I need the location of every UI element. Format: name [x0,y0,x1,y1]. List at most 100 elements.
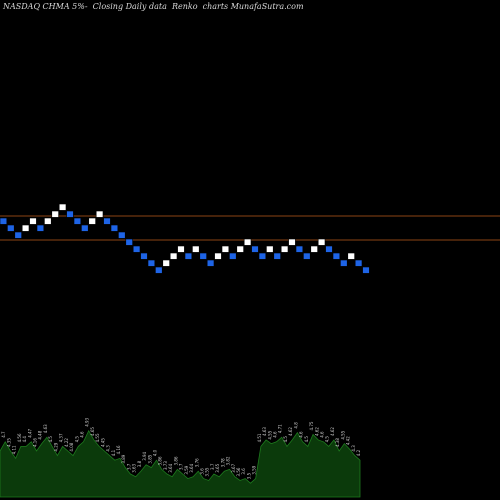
volume-label: 4.38 [335,438,340,447]
volume-label: 4.55 [95,433,100,442]
renko-brick-down [81,224,89,232]
volume-label: 4.65 [0,438,1,447]
renko-brick-up [236,245,244,253]
volume-label: 4.48 [38,430,43,439]
renko-brick-up [310,245,318,253]
volume-label: 4.6 [273,431,278,438]
renko-brick-up [214,252,222,260]
volume-label: 3.67 [231,463,236,472]
renko-brick-down [125,238,133,246]
renko-brick-down [206,259,215,267]
volume-label: 3.65 [215,463,220,472]
volume-label: 4.35 [6,438,11,447]
volume-label: 3.7 [210,463,215,470]
volume-label: 4.1 [111,449,116,456]
renko-brick-down [354,259,363,267]
volume-label: 4.6 [299,431,304,438]
renko-brick-up [280,245,289,253]
volume-label: 4.63 [43,424,48,433]
volume-label: 4.3 [351,445,356,452]
volume-label: 4.8 [293,422,298,429]
volume-label: 4.65 [90,427,95,436]
volume-label: 3.59 [252,465,257,474]
renko-brick-down [14,231,22,239]
renko-brick-down [0,217,8,225]
volume-label: 4.55 [340,430,345,439]
volume-label: 4.16 [116,445,121,454]
renko-brick-down [184,252,193,260]
renko-brick-up [317,238,326,246]
volume-label: 4.5 [304,436,309,443]
volume-label: 4.6 [79,431,84,438]
renko-brick-down [303,252,311,260]
volume-label: 4.42 [346,436,351,445]
renko-brick-up [221,245,230,253]
volume-label: 3.64 [168,463,173,472]
volume-label: 3.7 [179,463,184,470]
renko-brick-up [51,210,59,218]
volume-label: 4.5 [325,436,330,443]
renko-brick-down [251,245,259,253]
volume-label: 4.56 [17,433,22,442]
volume-label: 3.6 [241,468,246,475]
volume-label: 4.75 [309,421,314,430]
renko-brick-down [7,224,15,232]
volume-area [0,429,361,498]
volume-label: 3.55 [205,467,210,476]
volume-label: 3.73 [163,461,168,470]
renko-brick-up [58,203,67,211]
volume-label: 3.8 [137,460,142,467]
volume-label: 4.62 [314,427,319,436]
renko-brick-up [243,238,252,246]
renko-brick-down [258,252,267,260]
renko-brick-up [21,224,30,232]
volume-label: 3.63 [132,463,137,472]
volume-label: 3.5 [246,472,251,479]
renko-brick-up [95,210,104,218]
volume-label: 4.51 [257,433,262,442]
volume-label: 3.89 [121,454,126,463]
renko-brick-down [103,217,111,225]
renko-brick-down [110,224,119,232]
renko-brick-down [340,259,348,267]
renko-brick-down [362,266,370,274]
volume-label: 4.45 [100,438,105,447]
renko-brick-down [66,210,74,218]
volume-label: 4.0 [153,449,158,456]
volume-label: 4.2 [356,449,361,456]
renko-brick-down [140,252,148,260]
renko-brick-up [177,245,185,253]
volume-label: 4.7 [1,431,6,438]
volume-label: 4.47 [27,428,32,437]
volume-label: 4.71 [278,424,283,433]
volume-label: 4.6 [319,431,324,438]
renko-brick-down [229,252,237,260]
volume-label: 4.16 [33,438,38,447]
volume-label: 3.56 [236,467,241,476]
volume-label: 4.22 [64,438,69,447]
renko-brick-down [273,252,281,260]
volume-label: 4.3 [106,445,111,452]
renko-brick-down [132,245,141,253]
volume-label: 4.29 [53,442,58,451]
renko-brick-down [199,252,207,260]
renko-brick-down [118,231,126,239]
volume-label: 3.76 [194,458,199,467]
volume-label: 3.94 [142,451,147,460]
volume-label: 4.5 [283,436,288,443]
chart-title: NASDAQ CHMA 5%- Closing Daily data Renko… [3,2,304,11]
volume-label: 4.62 [288,427,293,436]
volume-label: 3.78 [220,458,225,467]
volume-label: 3.86 [173,456,178,465]
renko-brick-up [162,259,170,267]
renko-brick-up [347,252,355,260]
volume-label: 4.62 [330,427,335,436]
volume-label: 3.6 [199,468,204,475]
volume-label: 3.82 [226,456,231,465]
renko-brick-down [325,245,333,253]
volume-label: 3.59 [184,465,189,474]
volume-label: 4.63 [262,427,267,436]
volume-label: 4.08 [69,442,74,451]
